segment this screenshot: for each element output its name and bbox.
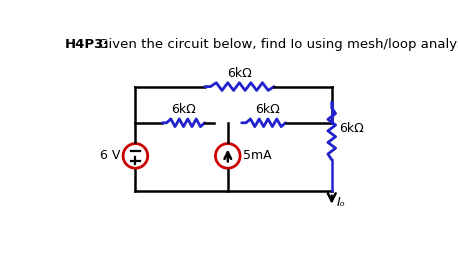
Text: Given the circuit below, find Io using mesh/loop analysis.: Given the circuit below, find Io using m… [94,38,458,51]
Text: 5mA: 5mA [243,149,272,162]
Text: Iₒ: Iₒ [336,196,345,209]
Text: 6 V: 6 V [100,149,120,162]
Text: 6kΩ: 6kΩ [227,67,252,80]
Text: 6kΩ: 6kΩ [339,122,364,135]
Text: 6kΩ: 6kΩ [172,103,196,116]
Text: H4P3:: H4P3: [65,38,109,51]
Text: 6kΩ: 6kΩ [256,103,280,116]
